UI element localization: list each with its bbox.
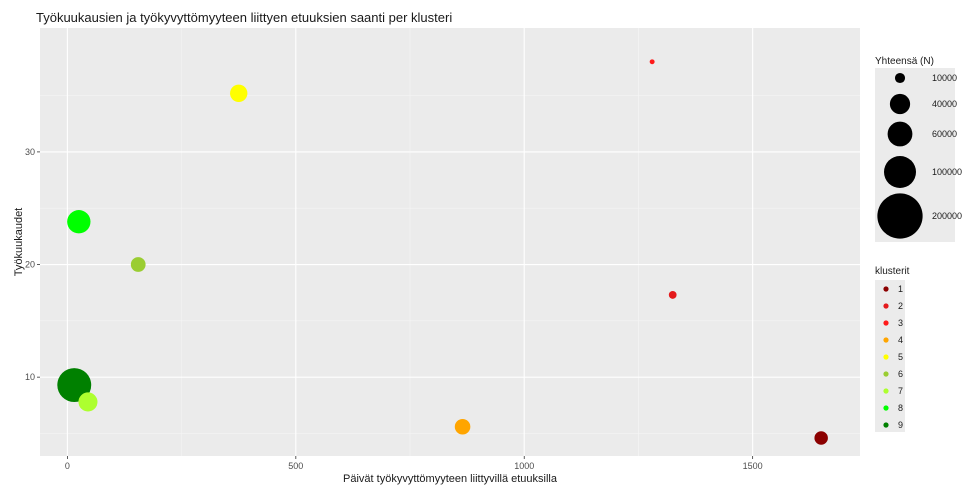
size-legend-label: 40000: [932, 99, 957, 109]
color-legend-key: [883, 422, 889, 428]
color-legend-panel: [875, 280, 905, 432]
size-legend-label: 100000: [932, 167, 962, 177]
color-legend-label: 9: [898, 420, 903, 430]
color-legend-label: 5: [898, 352, 903, 362]
color-legend-key: [883, 286, 889, 292]
x-axis-ticks: 0 500 1000 1500: [65, 456, 763, 471]
bubble-cluster-1: [814, 431, 828, 445]
x-tick-label: 1500: [743, 461, 763, 471]
y-axis-title: Työkuukaudet: [13, 208, 25, 277]
y-tick-label: 20: [25, 260, 35, 270]
color-legend-label: 4: [898, 335, 903, 345]
minor-gridlines: [40, 28, 860, 456]
x-axis-title: Päivät työkyvyttömyyteen liittyvillä etu…: [343, 473, 558, 485]
size-legend-label: 10000: [932, 73, 957, 83]
bubble-cluster-7: [78, 392, 98, 412]
color-legend-label: 8: [898, 403, 903, 413]
chart-title: Työkuukausien ja työkyvyttömyyteen liitt…: [36, 10, 452, 25]
color-legend-label: 3: [898, 318, 903, 328]
plot-panel: [40, 28, 860, 456]
size-legend-title: Yhteensä (N): [875, 56, 934, 67]
x-tick-label: 500: [288, 461, 303, 471]
size-legend-label: 200000: [932, 211, 962, 221]
color-legend-key: [883, 320, 889, 326]
color-legend-title: klusterit: [875, 266, 910, 277]
bubble-cluster-5: [230, 84, 248, 103]
color-legend-label: 7: [898, 386, 903, 396]
color-legend: 1 2 3 4 5 6 7 8 9: [875, 280, 905, 432]
size-legend-key: [887, 121, 913, 147]
color-legend-label: 2: [898, 301, 903, 311]
bubble-cluster-8: [67, 210, 91, 234]
x-tick-label: 0: [65, 461, 70, 471]
size-legend-key: [877, 193, 923, 239]
bubble-cluster-3: [649, 59, 655, 65]
size-legend-key: [894, 72, 906, 84]
x-tick-label: 1000: [514, 461, 534, 471]
color-legend-key: [883, 388, 889, 394]
color-legend-key: [883, 354, 889, 360]
bubble-cluster-9: [57, 368, 92, 402]
color-legend-key: [883, 405, 889, 411]
size-legend-label: 60000: [932, 129, 957, 139]
color-legend-key: [883, 371, 889, 377]
bubble-cluster-6: [130, 257, 146, 272]
size-legend-key: [883, 155, 917, 189]
major-gridlines: [40, 28, 860, 456]
color-legend-label: 1: [898, 284, 903, 294]
bubble-cluster-4: [454, 418, 471, 435]
y-tick-label: 30: [25, 147, 35, 157]
y-tick-label: 10: [25, 372, 35, 382]
color-legend-key: [883, 337, 889, 343]
size-legend: 10000 40000 60000 100000 200000: [877, 72, 962, 239]
color-legend-key: [883, 303, 889, 309]
size-legend-key: [889, 93, 911, 115]
y-axis-ticks: 10 20 30: [25, 147, 40, 382]
color-legend-label: 6: [898, 369, 903, 379]
bubble-cluster-2: [668, 291, 677, 299]
data-points: [57, 59, 828, 445]
